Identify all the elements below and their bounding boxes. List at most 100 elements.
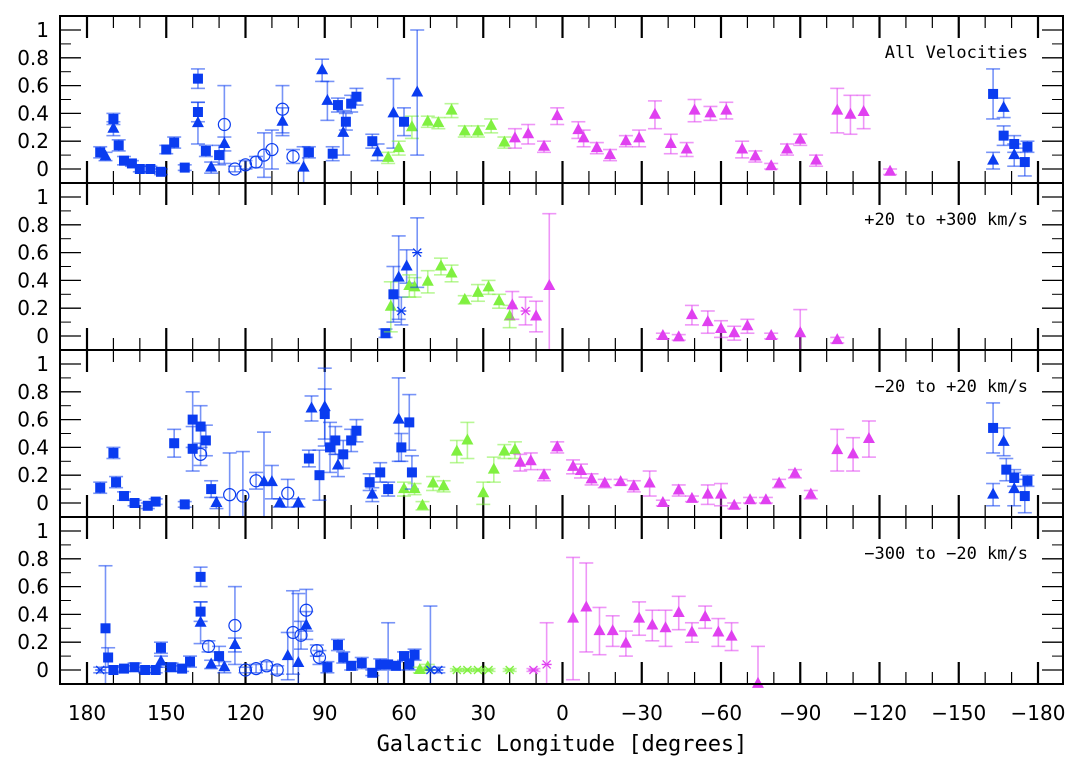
data-point: [420, 269, 435, 294]
marker-triangle: [656, 496, 669, 507]
marker-square: [988, 422, 999, 433]
marker-triangle: [614, 475, 627, 487]
marker-triangle: [633, 131, 646, 143]
x-tick-label: −120: [852, 701, 907, 725]
marker-triangle: [508, 443, 521, 455]
marker-square: [111, 477, 122, 488]
data-point: [655, 496, 670, 507]
marker-triangle: [619, 636, 632, 648]
data-point: [579, 562, 594, 653]
marker-triangle: [580, 600, 593, 612]
marker-square: [134, 164, 145, 174]
data-point: [743, 493, 758, 505]
marker-triangle: [685, 308, 698, 320]
marker-triangle: [205, 160, 218, 172]
marker-star: [541, 659, 552, 669]
marker-triangle: [477, 486, 490, 498]
marker-square: [155, 166, 166, 177]
marker-triangle: [590, 141, 603, 153]
panel-1: 0 0.2 0.4 0.6 0.8 1 All Velocities: [17, 16, 1063, 183]
marker-triangle: [434, 259, 447, 271]
marker-square: [126, 158, 137, 169]
data-point: [566, 556, 581, 681]
x-tick-label: −30: [621, 701, 663, 725]
marker-square: [338, 652, 349, 663]
data-point: [93, 481, 108, 495]
data-point: [397, 107, 411, 137]
panel-3: 0 0.2 0.4 0.6 0.8 1 −20 to +20 km/s: [17, 350, 1063, 517]
data-point: [576, 129, 591, 148]
marker-triangle: [305, 401, 318, 413]
data-point: [714, 319, 728, 339]
data-point: [843, 94, 858, 136]
data-point: [550, 107, 565, 126]
data-point: [632, 601, 647, 637]
marker-triangle: [297, 160, 310, 172]
data-point: [256, 431, 271, 516]
data-point: [521, 123, 536, 145]
marker-square: [406, 467, 417, 478]
marker-triangle: [392, 141, 405, 153]
marker-triangle: [450, 444, 463, 456]
marker-triangle: [498, 444, 511, 456]
marker-triangle: [680, 142, 693, 154]
marker-square: [332, 639, 343, 650]
data-point: [671, 330, 686, 342]
data-point: [349, 87, 364, 106]
data-point: [349, 418, 364, 443]
data-point: [457, 124, 472, 138]
marker-triangle: [633, 611, 646, 623]
y-tick-label: 0.4: [17, 435, 49, 459]
marker-triangle: [413, 663, 426, 674]
marker-square: [179, 499, 190, 510]
marker-triangle: [191, 116, 204, 128]
marker-square: [161, 144, 172, 155]
marker-triangle: [781, 142, 794, 154]
marker-triangle: [751, 676, 764, 688]
data-point: [399, 249, 414, 284]
marker-triangle: [646, 618, 659, 630]
y-tick-label: 0.8: [17, 213, 49, 237]
marker-triangle: [701, 487, 714, 499]
marker-triangle: [331, 458, 344, 470]
marker-triangle: [997, 434, 1010, 446]
data-point: [301, 449, 316, 468]
y-tick-label: 0: [36, 157, 49, 181]
data-point: [647, 100, 662, 130]
marker-circle: [238, 158, 253, 172]
panel-4-points: [93, 556, 765, 688]
marker-square: [332, 100, 343, 111]
data-point: [539, 621, 554, 683]
marker-triangle: [759, 493, 772, 505]
data-point: [397, 481, 411, 497]
marker-triangle: [788, 466, 801, 478]
data-point: [177, 162, 192, 173]
marker-triangle: [685, 625, 698, 637]
marker-circle: [217, 117, 231, 132]
marker-triangle: [572, 123, 585, 135]
data-point: [727, 498, 742, 510]
data-point: [354, 656, 369, 670]
marker-triangle: [648, 107, 661, 119]
data-point: [537, 468, 552, 482]
frame-layer: [59, 15, 1064, 685]
marker-square: [200, 435, 211, 446]
marker-triangle: [765, 159, 778, 171]
data-point: [996, 427, 1011, 457]
marker-circle: [270, 663, 284, 677]
marker-triangle: [445, 103, 458, 115]
data-point: [373, 461, 388, 483]
marker-triangle: [672, 330, 685, 342]
marker-square: [375, 659, 386, 670]
marker-square: [129, 498, 140, 508]
marker-circle: [312, 650, 327, 665]
marker-triangle: [265, 475, 278, 487]
data-point: [291, 592, 306, 683]
marker-triangle: [154, 654, 167, 666]
marker-star: [483, 665, 494, 675]
marker-square: [1022, 141, 1033, 152]
marker-square: [100, 623, 111, 634]
data-point: [217, 660, 232, 674]
data-point: [336, 439, 351, 470]
marker-triangle: [493, 294, 506, 306]
